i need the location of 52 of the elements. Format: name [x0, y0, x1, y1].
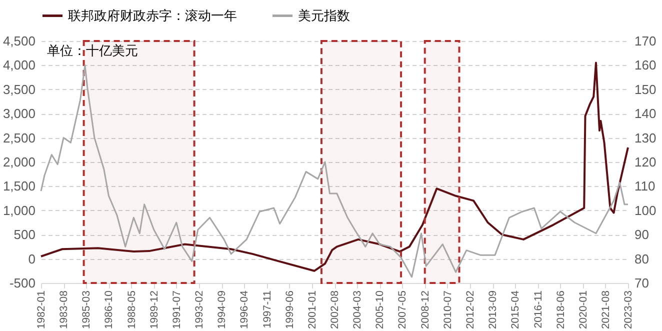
x-tick-label: 1982-01: [36, 290, 48, 330]
y-tick-label: 3,000: [2, 106, 36, 122]
x-tick-label: 2021-08: [600, 290, 612, 330]
y-tick-label: 4,500: [2, 34, 36, 48]
x-tick-label: 2004-03: [352, 290, 364, 330]
x-tick-label: 2013-09: [487, 290, 500, 330]
y-tick-label: -500: [9, 276, 36, 290]
y2-tick-label: 80: [634, 251, 649, 266]
y2-tick-label: 170: [634, 34, 656, 48]
y-tick-label: 0: [28, 251, 36, 266]
x-tick-label: 1985-03: [80, 290, 93, 330]
y-tick-label: 4,000: [2, 58, 36, 73]
x-tick-label: 2018-06: [554, 290, 567, 330]
legend-label: 美元指数: [298, 8, 350, 23]
x-tick-label: 1999-06: [284, 290, 296, 330]
x-tick-label: 1993-02: [194, 290, 206, 330]
y2-tick-label: 140: [634, 106, 656, 122]
y-tick-label: 2,500: [2, 130, 36, 146]
y2-tick-label: 110: [634, 178, 656, 194]
y2-tick-label: 120: [634, 154, 656, 170]
x-tick-label: 1983-08: [58, 290, 70, 330]
legend-label: 联邦政府财政赤字：滚动一年: [68, 8, 237, 23]
x-tick-label: 2010-07: [442, 290, 454, 330]
x-tick-label: 1991-07: [170, 290, 183, 330]
y-tick-label: 3,500: [2, 82, 36, 97]
y2-tick-label: 150: [634, 82, 656, 97]
x-tick-label: 2008-12: [419, 290, 432, 330]
y-tick-label: 2,000: [2, 154, 36, 170]
y-tick-label: 1,500: [2, 178, 36, 194]
x-tick-label: 1989-12: [148, 290, 160, 330]
x-tick-label: 2005-10: [374, 290, 386, 330]
y-tick-label: 1,000: [2, 202, 36, 218]
x-tick-label: 2001-01: [306, 290, 318, 330]
x-tick-label: 1997-11: [261, 290, 274, 328]
y2-tick-label: 160: [634, 58, 656, 73]
y2-tick-label: 100: [634, 202, 656, 218]
y2-tick-label: 90: [634, 227, 649, 242]
x-tick-label: 2016-11: [532, 290, 544, 328]
x-tick-label: 2007-05: [396, 290, 409, 330]
x-tick-label: 1994-09: [216, 290, 228, 330]
x-tick-label: 2015-04: [510, 290, 522, 330]
y-tick-label: 500: [14, 227, 36, 242]
y2-tick-label: 130: [634, 130, 656, 146]
x-tick-label: 2002-08: [329, 290, 341, 330]
x-tick-label: 1986-10: [103, 290, 116, 330]
x-tick-label: 2020-01: [577, 290, 590, 330]
x-tick-label: 1996-04: [238, 290, 251, 330]
x-tick-label: 2012-02: [464, 290, 477, 330]
x-tick-label: 2023-03: [622, 290, 634, 330]
y2-tick-label: 70: [634, 276, 649, 290]
x-tick-label: 1988-05: [126, 290, 138, 330]
annotation: 单位：十亿美元: [47, 43, 138, 58]
